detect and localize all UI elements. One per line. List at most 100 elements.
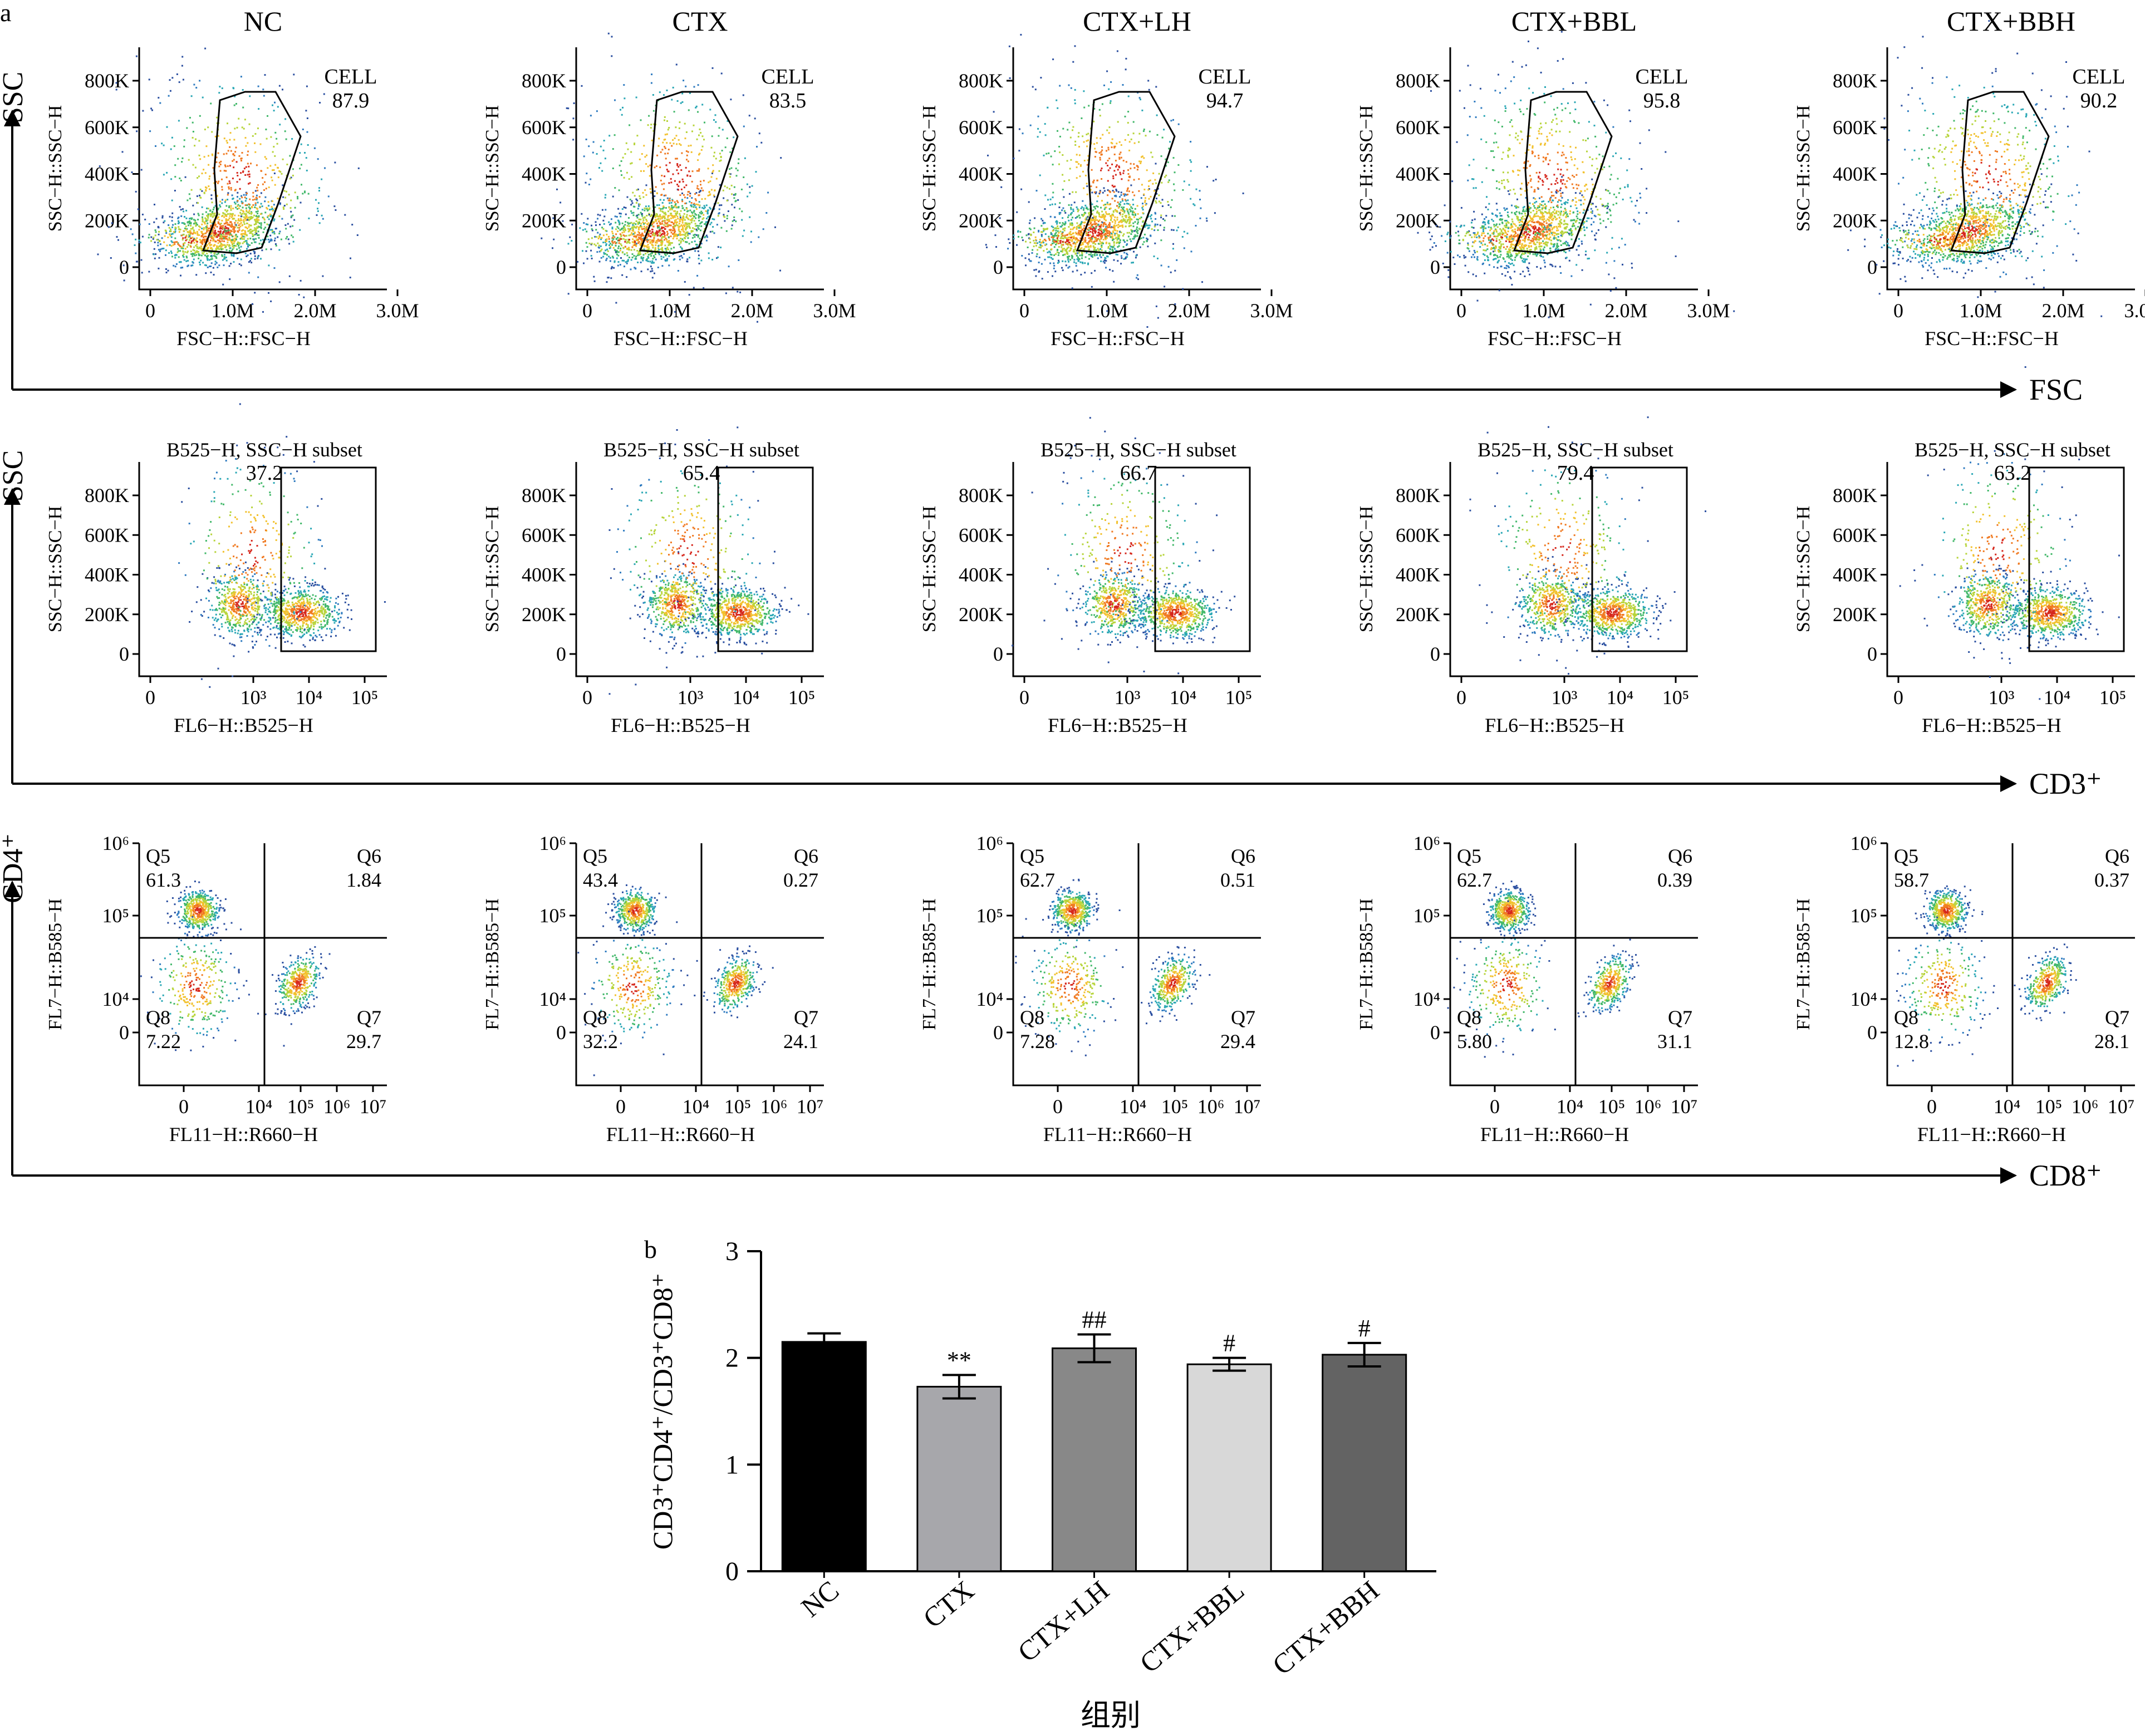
x-tick-label: 10⁷	[797, 1095, 824, 1118]
y-tick-label: 200K	[1833, 603, 1877, 626]
row-y-axis-label: SSC	[0, 72, 29, 124]
y-tick-label: 10⁶	[539, 832, 566, 854]
bar-x-axis-label: 组别	[1081, 1698, 1141, 1733]
plot-ylabel: SSC−H::SSC−H	[1793, 506, 1814, 632]
y-tick-label: 0	[1430, 256, 1440, 278]
gate-polygon	[639, 91, 739, 254]
q6-value: 0.51	[1220, 869, 1255, 891]
bar-y-tick-label: 0	[725, 1557, 739, 1586]
x-tick-label: 10⁷	[1234, 1095, 1261, 1118]
q8-value: 5.80	[1457, 1030, 1492, 1053]
panel-a-label: a	[0, 0, 11, 27]
plot-axes	[138, 462, 387, 677]
gate-name: CELL	[325, 65, 377, 88]
x-tick-label: 10⁴	[733, 686, 760, 709]
gate-value: 65.4	[683, 461, 720, 485]
bar-x-tick-label: CTX+BBL	[1133, 1575, 1250, 1679]
x-tick-label: 3.0M	[1250, 299, 1293, 322]
plot-xlabel: FL11−H::R660−H	[1480, 1123, 1629, 1145]
y-tick-label: 400K	[1833, 163, 1877, 185]
x-tick-label: 10³	[1989, 686, 2015, 709]
significance-4: #	[1358, 1315, 1371, 1342]
group-title-4: CTX+BBH	[1947, 6, 2075, 37]
q8-value: 32.2	[583, 1030, 618, 1053]
gate-value: 37.2	[246, 461, 283, 485]
q7-value: 29.7	[346, 1030, 381, 1053]
y-tick-label: 600K	[959, 524, 1003, 546]
q7-value: 24.1	[783, 1030, 818, 1053]
q7-name: Q7	[1668, 1006, 1692, 1029]
y-tick-label: 800K	[85, 70, 129, 92]
scatter-dots	[97, 47, 360, 313]
x-tick-label: 10⁵	[287, 1095, 315, 1118]
scatter-dots	[1896, 885, 2077, 1067]
x-tick-label: 2.0M	[730, 299, 773, 322]
plot-ylabel: SSC−H::SSC−H	[1356, 105, 1377, 232]
x-tick-label: 3.0M	[813, 299, 856, 322]
x-tick-label: 2.0M	[1167, 299, 1210, 322]
y-tick-label: 400K	[85, 163, 129, 185]
bar-y-axis-label: CD3⁺CD4⁺/CD3⁺CD8⁺	[647, 1273, 678, 1550]
plot-axes	[138, 843, 387, 1086]
x-tick-label: 10⁶	[760, 1095, 788, 1118]
gate-value: 87.9	[332, 89, 370, 112]
q5-name: Q5	[1457, 845, 1481, 867]
x-tick-label: 0	[1893, 299, 1903, 322]
gate-name: B525−H, SSC−H subset	[603, 439, 799, 461]
row-y-axis-label: CD4⁺	[0, 833, 29, 903]
bar-3	[1186, 1363, 1272, 1572]
x-tick-label: 2.0M	[1604, 299, 1647, 322]
x-tick-label: 10⁵	[351, 686, 379, 709]
gate-rect	[1591, 466, 1688, 652]
x-tick-label: 10⁵	[1662, 686, 1690, 709]
x-tick-label: 0	[145, 686, 155, 709]
q7-name: Q7	[794, 1006, 818, 1029]
plot-axes	[1012, 843, 1261, 1086]
scatter-dots	[1447, 881, 1640, 1058]
x-tick-label: 10⁵	[1161, 1095, 1189, 1118]
q6-name: Q6	[357, 845, 381, 867]
x-tick-label: 10³	[240, 686, 267, 709]
q6-value: 0.27	[783, 869, 818, 891]
gate-value: 90.2	[2080, 89, 2118, 112]
x-tick-label: 3.0M	[376, 299, 419, 322]
plot-ylabel: FL7−H::B585−H	[919, 898, 940, 1030]
bar-4	[1322, 1354, 1407, 1572]
row-x-axis-label: FSC	[2029, 373, 2083, 406]
plot-xlabel: FL11−H::R660−H	[1043, 1123, 1192, 1145]
y-tick-label: 10⁶	[1413, 832, 1440, 854]
y-tick-label: 400K	[959, 564, 1003, 586]
y-tick-label: 400K	[522, 564, 566, 586]
y-tick-label: 600K	[522, 116, 566, 139]
scatter-dots	[577, 884, 774, 1076]
plot-xlabel: FL6−H::B525−H	[174, 714, 313, 736]
x-tick-label: 10⁴	[296, 686, 323, 709]
y-tick-label: 800K	[1833, 484, 1877, 506]
y-tick-label: 10⁶	[1850, 832, 1877, 854]
q5-value: 58.7	[1894, 869, 1929, 891]
q5-value: 62.7	[1457, 869, 1492, 891]
q5-value: 62.7	[1020, 869, 1055, 891]
x-tick-label: 0	[1019, 299, 1029, 322]
x-tick-label: 0	[582, 686, 592, 709]
q6-name: Q6	[2105, 845, 2129, 867]
bar-2	[1052, 1347, 1137, 1572]
x-tick-label: 10³	[1115, 686, 1141, 709]
q8-name: Q8	[1894, 1006, 1918, 1029]
gate-value: 94.7	[1206, 89, 1244, 112]
plot-xlabel: FSC−H::FSC−H	[1051, 327, 1185, 350]
q7-name: Q7	[357, 1006, 381, 1029]
q6-name: Q6	[1231, 845, 1255, 867]
x-tick-label: 10⁵	[2099, 686, 2127, 709]
y-tick-label: 200K	[1396, 603, 1440, 626]
gate-value: 95.8	[1643, 89, 1681, 112]
x-tick-label: 1.0M	[1959, 299, 2002, 322]
scatter-dots	[608, 426, 809, 695]
y-tick-label: 0	[556, 1021, 566, 1044]
y-tick-label: 800K	[1833, 70, 1877, 92]
